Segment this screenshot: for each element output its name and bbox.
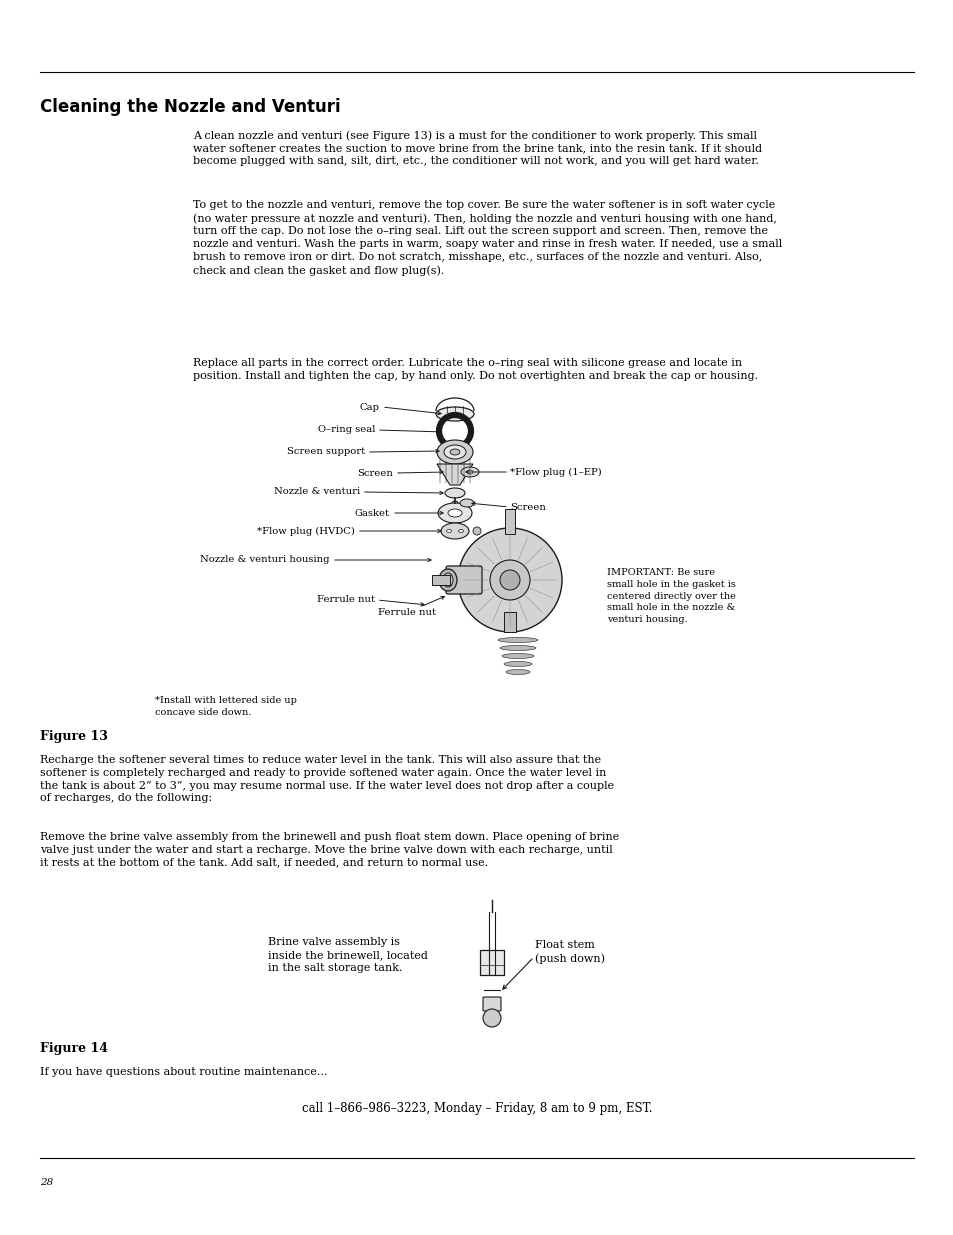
Text: A clean nozzle and venturi (see Figure 13) is a must for the conditioner to work: A clean nozzle and venturi (see Figure 1… — [193, 130, 761, 167]
Text: If you have questions about routine maintenance...: If you have questions about routine main… — [40, 1067, 327, 1077]
FancyBboxPatch shape — [482, 997, 500, 1011]
Polygon shape — [436, 464, 473, 485]
Text: Nozzle & venturi housing: Nozzle & venturi housing — [200, 556, 330, 564]
Ellipse shape — [446, 422, 463, 440]
Ellipse shape — [458, 530, 463, 532]
Ellipse shape — [505, 669, 530, 674]
Ellipse shape — [440, 522, 469, 538]
Ellipse shape — [436, 440, 473, 464]
Text: Figure 14: Figure 14 — [40, 1042, 108, 1055]
Text: Gasket: Gasket — [355, 509, 390, 517]
Text: 28: 28 — [40, 1178, 53, 1187]
Text: Screen support: Screen support — [287, 447, 365, 457]
Text: Figure 13: Figure 13 — [40, 730, 108, 743]
Text: call 1–866–986–3223, Monday – Friday, 8 am to 9 pm, EST.: call 1–866–986–3223, Monday – Friday, 8 … — [301, 1102, 652, 1115]
Ellipse shape — [443, 445, 465, 459]
Ellipse shape — [436, 408, 474, 421]
Ellipse shape — [459, 499, 474, 508]
Ellipse shape — [450, 450, 459, 454]
Bar — [504, 509, 515, 534]
Circle shape — [457, 529, 561, 632]
Text: *Flow plug (HVDC): *Flow plug (HVDC) — [257, 526, 355, 536]
Bar — [432, 576, 450, 585]
Ellipse shape — [438, 569, 456, 592]
Text: Brine valve assembly is
inside the brinewell, located
in the salt storage tank.: Brine valve assembly is inside the brine… — [268, 937, 428, 973]
Circle shape — [499, 571, 519, 590]
Ellipse shape — [501, 653, 534, 658]
FancyBboxPatch shape — [446, 566, 481, 594]
Text: *Flow plug (1–EP): *Flow plug (1–EP) — [510, 467, 601, 477]
Bar — [503, 613, 516, 632]
Ellipse shape — [446, 530, 451, 532]
Ellipse shape — [448, 509, 461, 517]
Text: Nozzle & venturi: Nozzle & venturi — [274, 488, 359, 496]
Text: Cleaning the Nozzle and Venturi: Cleaning the Nozzle and Venturi — [40, 98, 340, 116]
Text: To get to the nozzle and venturi, remove the top cover. Be sure the water soften: To get to the nozzle and venturi, remove… — [193, 200, 781, 275]
Circle shape — [473, 527, 480, 535]
Ellipse shape — [442, 573, 453, 587]
Text: Screen: Screen — [356, 468, 393, 478]
Text: IMPORTANT: Be sure
small hole in the gasket is
centered directly over the
small : IMPORTANT: Be sure small hole in the gas… — [606, 568, 735, 624]
Text: *Install with lettered side up
concave side down.: *Install with lettered side up concave s… — [154, 697, 296, 716]
Ellipse shape — [437, 503, 472, 522]
Text: Float stem
(push down): Float stem (push down) — [535, 940, 604, 965]
Ellipse shape — [482, 1009, 500, 1028]
Ellipse shape — [467, 471, 473, 474]
Text: Remove the brine valve assembly from the brinewell and push float stem down. Pla: Remove the brine valve assembly from the… — [40, 832, 618, 868]
Text: Ferrule nut: Ferrule nut — [316, 595, 375, 604]
Ellipse shape — [444, 488, 464, 498]
Circle shape — [490, 559, 530, 600]
Text: Screen: Screen — [510, 503, 545, 511]
Text: Recharge the softener several times to reduce water level in the tank. This will: Recharge the softener several times to r… — [40, 755, 614, 804]
Text: Replace all parts in the correct order. Lubricate the o–ring seal with silicone : Replace all parts in the correct order. … — [193, 358, 758, 380]
Text: O–ring seal: O–ring seal — [317, 426, 375, 435]
Text: Cap: Cap — [359, 403, 379, 411]
Ellipse shape — [499, 646, 536, 651]
Ellipse shape — [497, 637, 537, 642]
Ellipse shape — [452, 501, 457, 505]
Ellipse shape — [503, 662, 532, 667]
Bar — [479, 950, 503, 974]
Ellipse shape — [460, 467, 478, 477]
Text: Ferrule nut: Ferrule nut — [377, 608, 436, 618]
